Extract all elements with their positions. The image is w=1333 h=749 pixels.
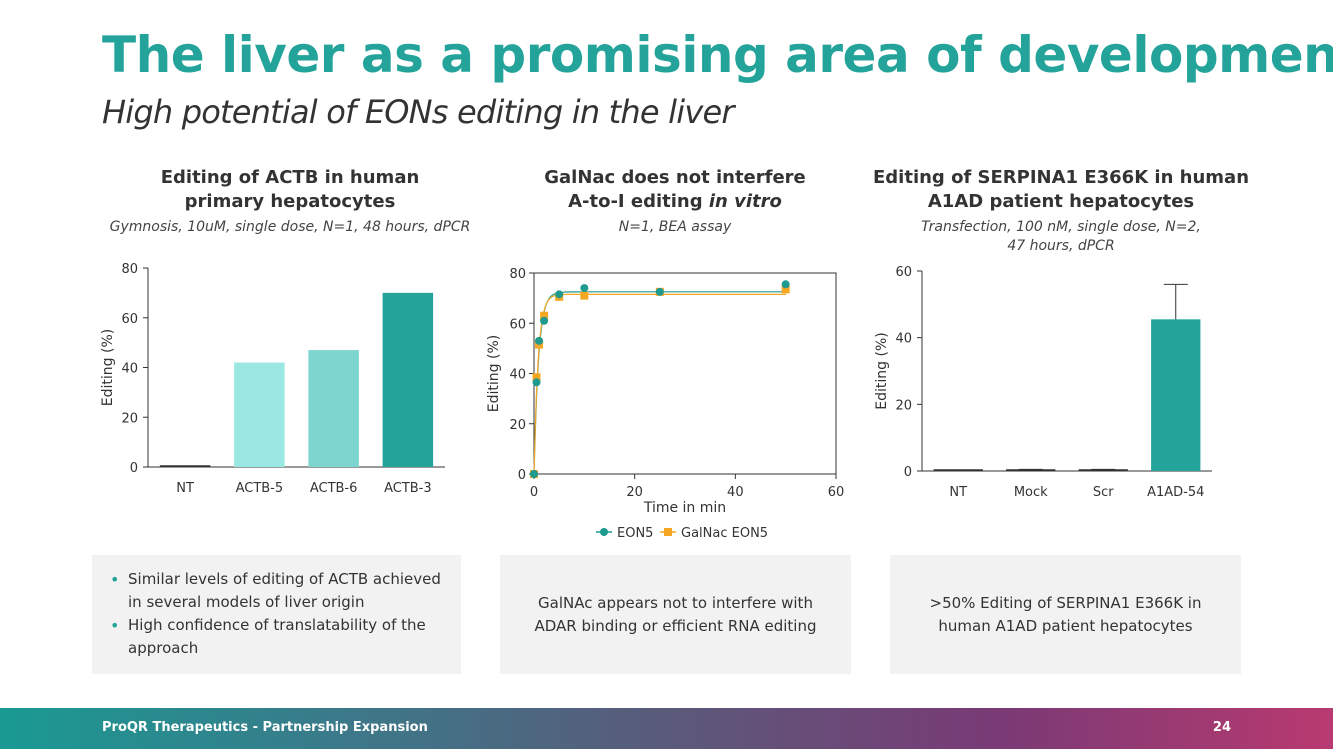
summary-box-2: GalNAc appears not to interfere with ADA… <box>500 555 851 674</box>
page-number: 24 <box>1212 720 1231 735</box>
x-tick-label: ACTB-5 <box>236 481 284 496</box>
fit-curve-eon5 <box>533 291 787 475</box>
summary2-line2: ADAR binding or efficient RNA editing <box>534 616 817 635</box>
bar <box>308 350 359 467</box>
y-axis-label: Editing (%) <box>100 329 116 406</box>
x-tick-label: NT <box>176 481 194 496</box>
y-tick-label: 80 <box>509 267 526 282</box>
x-tick-label: 60 <box>828 485 845 500</box>
x-tick-label: ACTB-6 <box>310 481 358 496</box>
bullet-item: Similar levels of editing of ACTB achiev… <box>106 568 446 614</box>
x-tick-label: Scr <box>1093 485 1114 500</box>
x-axis-label: Time in min <box>643 500 726 516</box>
panel3-title: Editing of SERPINA1 E366K in human A1AD … <box>872 167 1250 212</box>
chart-actb-editing: 0 20 40 60 80 Editing (%) NT ACTB-5 ACTB-6 ACTB-3 <box>100 262 445 496</box>
data-point <box>532 373 541 382</box>
y-tick-label: 60 <box>895 265 912 280</box>
x-tick-label: 40 <box>727 485 744 500</box>
panel1-subtitle: Gymnosis, 10uM, single dose, N=1, 48 hou… <box>109 219 471 235</box>
panel1-title: Editing of ACTB in human primary hepatoc… <box>160 167 420 212</box>
data-point <box>781 285 790 294</box>
footer-bar: ProQR Therapeutics - Partnership Expansi… <box>0 708 1333 749</box>
y-tick-label: 40 <box>121 362 138 377</box>
legend-label: EON5 <box>617 526 653 541</box>
y-axis-label: Editing (%) <box>874 332 890 409</box>
legend-label: GalNac EON5 <box>681 526 768 541</box>
footer-title: ProQR Therapeutics - Partnership Expansi… <box>102 720 428 735</box>
bar <box>1151 319 1201 471</box>
panel3-subtitle: Transfection, 100 nM, single dose, N=2, … <box>921 219 1201 254</box>
bar <box>234 362 285 467</box>
panel2-subtitle: N=1, BEA assay <box>618 219 732 235</box>
plot-frame <box>533 272 837 475</box>
x-tick-label: 20 <box>626 485 643 500</box>
y-tick-label: 20 <box>509 418 526 433</box>
bullet-item: High confidence of translatability of th… <box>106 614 446 660</box>
y-tick-label: 0 <box>130 461 138 476</box>
legend-marker <box>600 528 608 536</box>
page-title: The liver as a promising area of develop… <box>102 26 1333 84</box>
y-tick-label: 20 <box>121 411 138 426</box>
y-tick-label: 60 <box>509 317 526 332</box>
summary3-line2: human A1AD patient hepatocytes <box>938 616 1193 635</box>
y-axis-label: Editing (%) <box>486 335 502 412</box>
summary-box-1: Similar levels of editing of ACTB achiev… <box>92 555 461 674</box>
y-tick-label: 20 <box>895 398 912 413</box>
data-point <box>540 311 549 320</box>
x-tick-label: 0 <box>530 485 538 500</box>
legend-marker <box>664 528 672 536</box>
chart-galnac-timecourse: 0 20 40 60 80 0 20 40 60 Time in min Editing (%) EO… <box>486 267 845 541</box>
summary2-line1: GalNAc appears not to interfere with <box>538 593 813 612</box>
data-point <box>655 287 664 296</box>
x-tick-label: A1AD-54 <box>1147 485 1204 500</box>
data-point <box>580 291 589 300</box>
data-point <box>580 284 589 293</box>
data-point <box>532 378 541 387</box>
y-tick-label: 40 <box>509 368 526 383</box>
summary-bullets: Similar levels of editing of ACTB achiev… <box>106 568 446 660</box>
y-tick-label: 80 <box>121 262 138 277</box>
x-tick-label: Mock <box>1014 485 1048 500</box>
data-point <box>781 280 790 289</box>
summary3-line1: >50% Editing of SERPINA1 E366K in <box>929 593 1202 612</box>
data-point <box>530 470 538 478</box>
y-tick-label: 40 <box>895 332 912 347</box>
page-subtitle: High potential of EONs editing in the li… <box>102 93 735 131</box>
y-tick-label: 0 <box>904 465 912 480</box>
x-tick-label: ACTB-3 <box>384 481 432 496</box>
chart-serpina1-editing: 0 20 40 60 Editing (%) NT Mock Scr A1AD-54 <box>874 265 1212 500</box>
fit-curve-galnac-eon5 <box>533 293 787 475</box>
y-tick-label: 60 <box>121 312 138 327</box>
data-point <box>555 290 564 299</box>
x-tick-label: NT <box>949 485 967 500</box>
summary-box-3: >50% Editing of SERPINA1 E366K in human … <box>890 555 1241 674</box>
data-point <box>540 316 549 325</box>
y-tick-label: 0 <box>518 468 526 483</box>
bar <box>382 292 434 467</box>
data-point <box>535 336 544 345</box>
panel2-title: GalNac does not interfere A-to-I editing… <box>544 167 806 212</box>
